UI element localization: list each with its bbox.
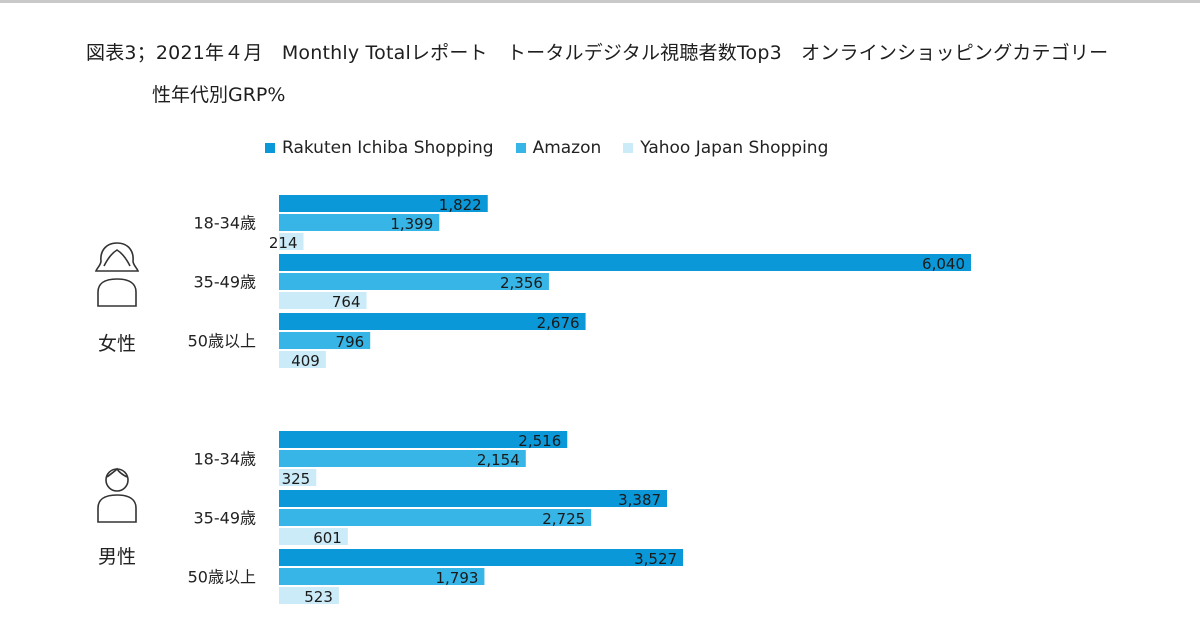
data-label-rakuten: 3,527 (634, 550, 677, 568)
data-label-amazon: 1,793 (435, 569, 478, 587)
category-label: 18-34歳 (194, 214, 257, 233)
bar-yahoo (279, 469, 317, 486)
legend-item-rakuten: Rakuten Ichiba Shopping (265, 138, 494, 158)
data-label-amazon: 2,154 (477, 451, 520, 469)
bar-rakuten (279, 549, 684, 566)
bar-rakuten (279, 313, 586, 330)
bar-amazon (279, 214, 440, 231)
bar-rakuten (279, 490, 668, 507)
data-label-rakuten: 2,516 (518, 432, 561, 450)
data-label-yahoo: 214 (269, 234, 298, 252)
male-person-icon (97, 467, 137, 523)
data-label-yahoo: 325 (282, 470, 311, 488)
chart-title: 図表3；2021年４月 Monthly Totalレポート トータルデジタル視聴… (86, 42, 1109, 64)
data-label-amazon: 2,356 (500, 274, 543, 292)
data-label-amazon: 2,725 (542, 510, 585, 528)
category-label: 50歳以上 (188, 568, 256, 587)
female-person-icon (94, 242, 140, 307)
legend-swatch-yahoo (623, 143, 634, 153)
bar-amazon (279, 332, 371, 349)
category-label: 18-34歳 (194, 450, 257, 469)
legend-swatch-amazon (515, 143, 526, 153)
data-label-rakuten: 6,040 (922, 255, 965, 273)
data-label-amazon: 1,399 (390, 215, 433, 233)
category-label: 35-49歳 (194, 273, 257, 292)
data-label-yahoo: 601 (313, 529, 342, 547)
bar-yahoo (279, 233, 304, 250)
data-label-yahoo: 523 (304, 588, 333, 606)
legend-label-rakuten: Rakuten Ichiba Shopping (282, 138, 494, 158)
legend-swatch-rakuten (265, 143, 275, 153)
legend-label-yahoo: Yahoo Japan Shopping (640, 138, 829, 158)
data-label-yahoo: 764 (332, 293, 361, 311)
gender-label: 男性 (98, 546, 136, 568)
chart-subtitle: 性年代別GRP% (152, 84, 286, 106)
legend-item-yahoo: Yahoo Japan Shopping (623, 138, 828, 158)
bar-rakuten (279, 431, 568, 448)
bar-rakuten (279, 195, 488, 212)
bar-yahoo (279, 528, 348, 545)
category-label: 50歳以上 (188, 332, 256, 351)
bar-amazon (279, 509, 592, 526)
bar-amazon (279, 450, 526, 467)
legend-item-amazon: Amazon (515, 138, 602, 158)
gender-label: 女性 (98, 333, 136, 355)
top-divider (0, 0, 1200, 3)
bar-yahoo (279, 351, 326, 368)
legend-label-amazon: Amazon (532, 138, 602, 158)
chart-legend: Rakuten Ichiba Shopping Amazon Yahoo Jap… (265, 138, 828, 158)
bar-rakuten (279, 254, 971, 271)
data-label-rakuten: 3,387 (618, 491, 661, 509)
bar-yahoo (279, 292, 367, 309)
data-label-yahoo: 409 (291, 352, 320, 370)
bar-yahoo (279, 587, 339, 604)
category-label: 35-49歳 (194, 509, 257, 528)
data-label-rakuten: 1,822 (439, 196, 482, 214)
bar-amazon (279, 568, 485, 585)
data-label-rakuten: 2,676 (537, 314, 580, 332)
data-label-amazon: 796 (336, 333, 365, 351)
bar-amazon (279, 273, 549, 290)
